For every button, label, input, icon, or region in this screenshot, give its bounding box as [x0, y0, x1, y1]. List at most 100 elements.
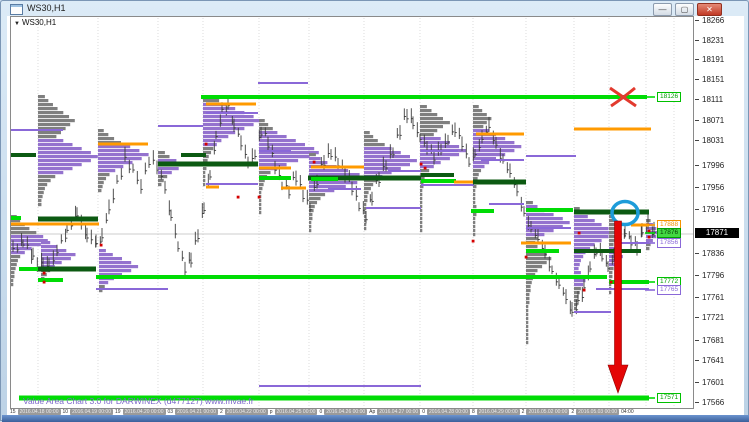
volume-profile-bar — [38, 155, 98, 159]
volume-profile-bar — [473, 189, 476, 193]
volume-profile-bar — [473, 169, 482, 173]
volume-profile-bar — [309, 169, 349, 173]
volume-profile-bar — [574, 279, 586, 283]
time-axis[interactable]: 15 2016.04.18 00:00 10 2016.04.19 00:00 19 20… — [10, 407, 745, 416]
volume-profile-bar — [38, 167, 73, 171]
volume-profile-bar — [574, 307, 577, 311]
volume-profile-bar — [364, 159, 417, 163]
chart-canvas — [11, 18, 693, 407]
volume-profile-bar — [259, 147, 315, 151]
volume-profile-bar — [364, 131, 370, 135]
red-mark — [609, 280, 613, 284]
red-mark — [257, 195, 261, 199]
volume-profile-bar — [574, 299, 578, 303]
volume-profile-bar — [98, 133, 109, 137]
chart-symbol-label[interactable]: ▼ WS30,H1 — [14, 18, 56, 27]
volume-profile-bar — [99, 289, 103, 293]
level-price-label: 18126 — [657, 92, 682, 102]
volume-profile-bar — [259, 171, 271, 175]
close-button[interactable]: ✕ — [697, 3, 722, 16]
volume-profile-bar — [38, 199, 42, 203]
volume-profile-bar — [38, 99, 49, 103]
volume-profile-bar — [38, 151, 91, 155]
volume-profile-bar — [11, 239, 48, 243]
volume-profile-bar — [309, 217, 313, 221]
volume-profile-bar — [99, 285, 105, 289]
price-axis-label: 17566 — [695, 398, 724, 407]
price-axis[interactable]: 18266 18231 18191 18151 18111 18071 18031 17996… — [693, 16, 747, 408]
time-axis-tick-label: p — [269, 408, 273, 415]
volume-profile-bar — [473, 165, 485, 169]
volume-profile-bar — [203, 171, 206, 175]
volume-profile-bar — [526, 281, 532, 285]
volume-profile-bar — [38, 163, 82, 167]
volume-profile-bar — [38, 187, 45, 191]
volume-profile-bar — [38, 191, 44, 195]
volume-profile-bar — [574, 267, 579, 271]
volume-profile-bar — [364, 203, 367, 207]
volume-profile-bar — [364, 147, 392, 151]
volume-profile-bar — [259, 119, 265, 123]
volume-profile-bar — [38, 131, 61, 135]
volume-profile-bar — [526, 317, 529, 321]
volume-profile-bar — [364, 155, 410, 159]
price-axis-label: 18151 — [695, 75, 724, 84]
volume-profile-bar — [526, 225, 563, 229]
title-bar[interactable]: WS30,H1 — ▢ ✕ — [1, 1, 748, 17]
volume-profile-bar — [526, 321, 529, 325]
volume-profile-bar — [364, 191, 369, 195]
volume-profile-bar — [309, 205, 315, 209]
volume-profile-bar — [574, 271, 581, 275]
volume-profile-bar — [259, 123, 269, 127]
volume-profile-bar — [420, 137, 441, 141]
volume-profile-bar — [473, 193, 476, 197]
volume-profile-bar — [574, 215, 588, 219]
time-axis-tick-label: 2 — [521, 408, 525, 415]
time-axis-date-label: 2016.04.19 00:00 — [70, 408, 113, 415]
volume-profile-bar — [11, 255, 21, 259]
volume-profile-bar — [98, 173, 110, 177]
volume-profile-bar — [364, 223, 367, 227]
volume-profile-bar — [609, 235, 616, 239]
red-x-annotation — [610, 86, 636, 108]
volume-profile-bar — [574, 243, 595, 247]
time-axis-tick-label: 04:00 — [621, 408, 634, 415]
volume-profile-bar — [98, 185, 103, 189]
volume-profile-bar — [420, 105, 427, 109]
volume-profile-bar — [11, 275, 15, 279]
volume-profile-bar — [574, 263, 580, 267]
volume-profile-bar — [526, 229, 554, 233]
volume-profile-bar — [420, 197, 423, 201]
volume-profile-bar — [609, 259, 620, 263]
time-axis-tick-label: 15 — [10, 408, 16, 415]
volume-profile-bar — [98, 169, 116, 173]
volume-profile-bar — [98, 157, 142, 161]
volume-profile-bar — [364, 179, 377, 183]
volume-profile-bar — [259, 207, 262, 211]
price-axis-label: 17956 — [695, 183, 724, 192]
time-axis-date-label: 2016.04.27 00:00 — [377, 408, 421, 415]
volume-profile-bar — [609, 223, 619, 227]
volume-profile-bar — [98, 145, 131, 149]
volume-profile-bar — [526, 217, 563, 221]
blue-circle-annotation — [610, 199, 640, 227]
volume-profile-bar — [646, 239, 653, 243]
volume-profile-bar — [259, 135, 287, 139]
volume-profile-bar — [99, 257, 122, 261]
red-mark — [647, 235, 651, 239]
minimize-button[interactable]: — — [653, 3, 672, 16]
volume-profile-bar — [473, 105, 479, 109]
volume-profile-bar — [11, 251, 25, 255]
chart-plot-area[interactable]: 18126 17888 17876 17856 17772 17765 17571 Valu… — [10, 16, 694, 409]
volume-profile-bar — [259, 211, 262, 215]
volume-profile-bar — [38, 127, 66, 131]
volume-profile-bar — [526, 213, 554, 217]
volume-profile-bar — [609, 267, 614, 271]
window-bottom-border — [2, 415, 749, 422]
volume-profile-bar — [574, 287, 581, 291]
maximize-button[interactable]: ▢ — [675, 3, 694, 16]
volume-profile-bar — [473, 217, 476, 221]
volume-profile-bar — [473, 213, 477, 217]
time-axis-date-label: 2016.04.26 00:00 — [324, 408, 368, 415]
volume-profile-bar — [609, 219, 616, 223]
